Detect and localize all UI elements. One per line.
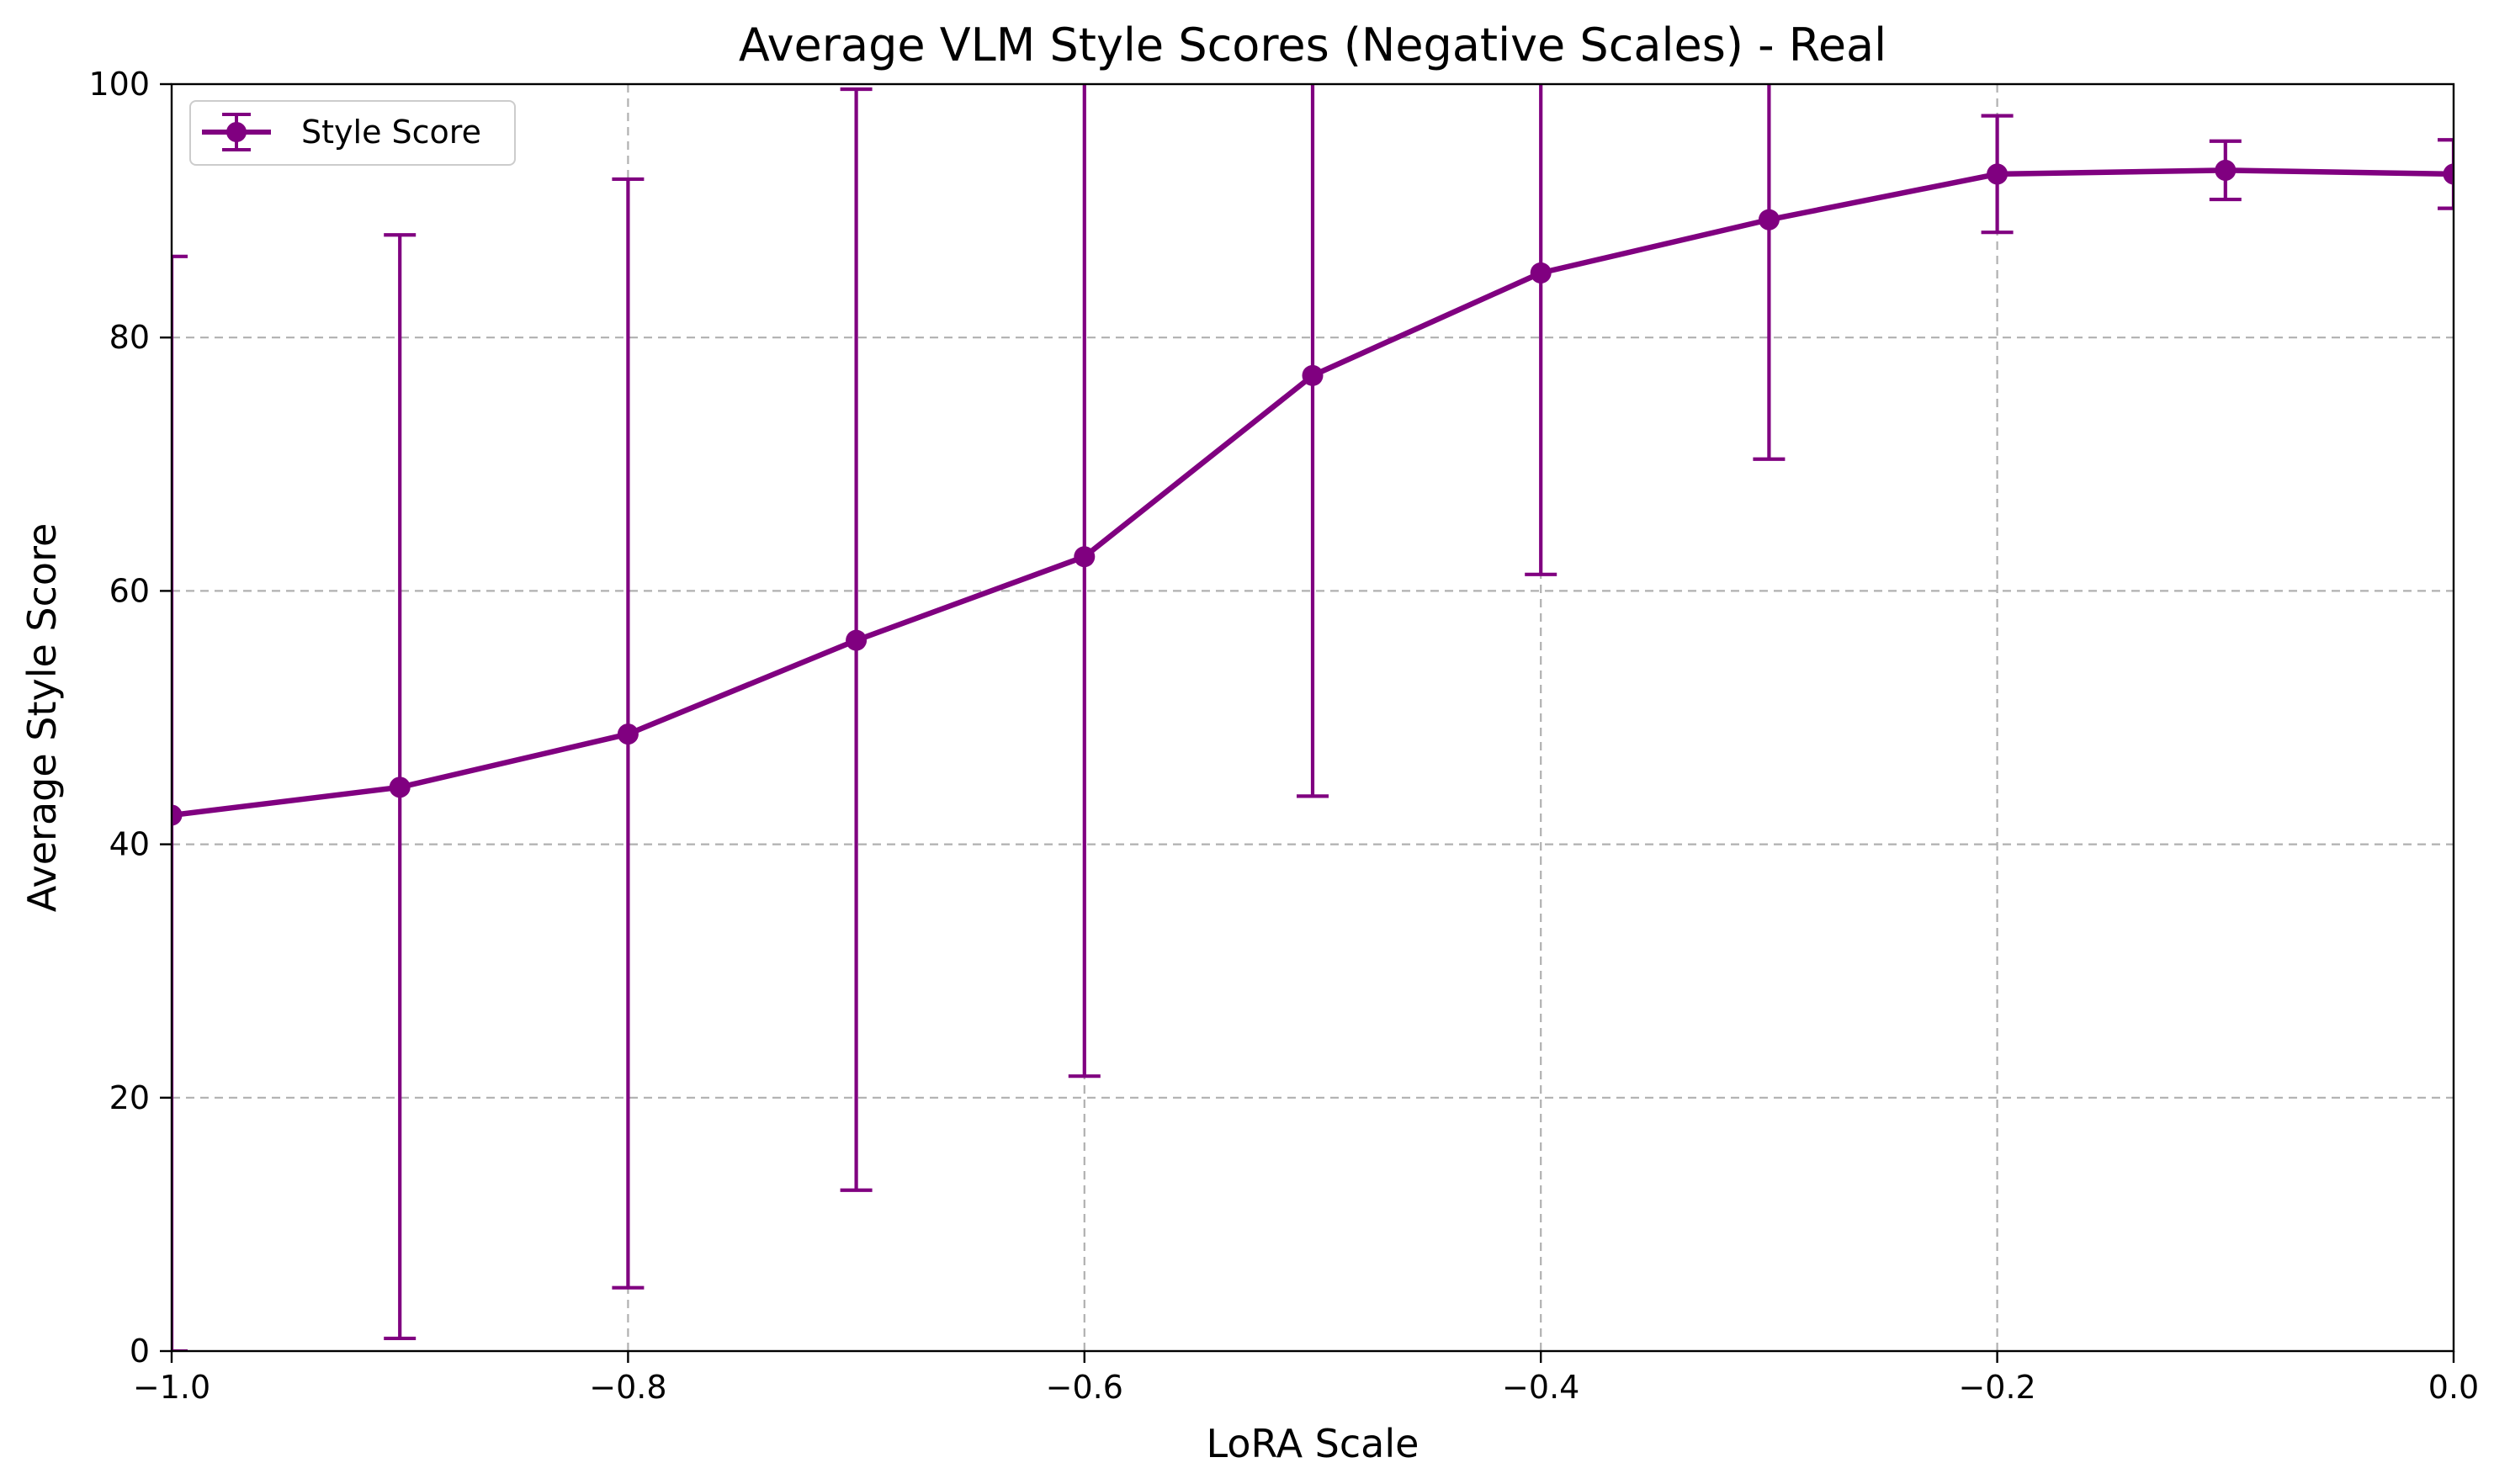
data-point	[1530, 262, 1552, 284]
data-point	[1987, 163, 2008, 185]
legend-box	[189, 100, 516, 166]
y-tick-label: 80	[109, 319, 150, 356]
y-tick-label: 100	[88, 66, 150, 103]
data-point	[846, 629, 868, 651]
series-style-score	[172, 84, 2454, 1351]
data-point	[389, 776, 411, 798]
x-axis-label: LoRA Scale	[1207, 1421, 1419, 1466]
legend-label: Style Score	[301, 114, 481, 151]
x-tick-label: −1.0	[133, 1369, 210, 1406]
y-tick-label: 60	[109, 572, 150, 609]
x-tick-label: 0.0	[2428, 1369, 2479, 1406]
data-point	[2443, 163, 2454, 185]
y-tick-label: 0	[130, 1333, 150, 1370]
data-point	[1758, 209, 1780, 231]
y-axis-label: Average Style Score	[19, 523, 65, 913]
x-tick-label: −0.4	[1502, 1369, 1579, 1406]
data-point	[1074, 546, 1096, 568]
data-point	[2215, 159, 2237, 181]
x-tick-label: −0.2	[1958, 1369, 2035, 1406]
legend-marker	[226, 122, 247, 142]
axis-ticks: −1.0 −0.8 −0.6 −0.4 −0.2 0.0 0 20 40 60 80 100	[88, 66, 2479, 1406]
data-point	[617, 723, 639, 745]
data-point	[172, 804, 183, 826]
x-tick-label: −0.8	[589, 1369, 666, 1406]
plot-frame	[170, 82, 2455, 1353]
data-point	[1302, 364, 1324, 386]
y-tick-label: 40	[109, 826, 150, 863]
x-tick-label: −0.6	[1046, 1369, 1123, 1406]
y-tick-label: 20	[109, 1079, 150, 1116]
legend: Style Score	[189, 100, 516, 166]
chart-title: Average VLM Style Scores (Negative Scale…	[739, 19, 1886, 72]
